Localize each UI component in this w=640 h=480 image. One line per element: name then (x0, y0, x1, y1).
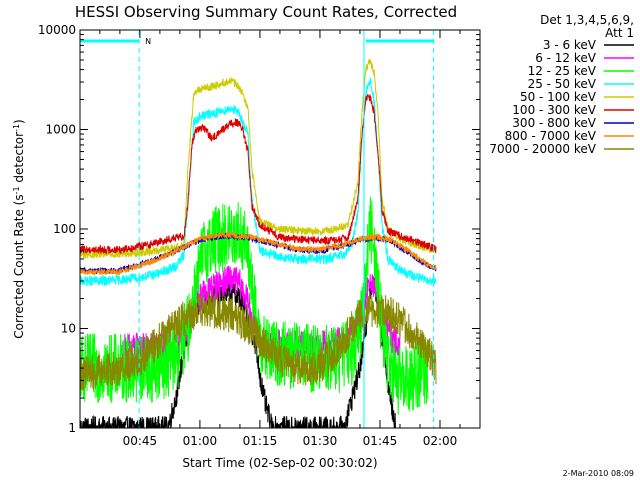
y-axis-label-sup2: -1 (12, 124, 21, 132)
legend-label-3: 25 - 50 keV (528, 77, 597, 91)
axis-layer: 1 10 100 1000 10000 00:45 01:00 01:15 01:30 01:45… (38, 23, 480, 448)
y-tick-label-0: 1 (68, 421, 76, 435)
legend-label-2: 12 - 25 keV (528, 64, 597, 78)
x-tick-label-5: 02:00 (423, 434, 458, 448)
x-tick-label-1: 01:00 (183, 434, 218, 448)
legend-header-attenuator: Att 1 (605, 26, 634, 40)
series-line-2 (80, 196, 429, 415)
y-axis-label-sup1: -1 (12, 186, 21, 194)
series-line-4 (80, 58, 437, 259)
x-axis-label: Start Time (02-Sep-02 00:30:02) (182, 456, 377, 470)
x-tick-label-3: 01:30 (303, 434, 338, 448)
y-tick-label-4: 10000 (38, 23, 76, 37)
chart-title: HESSI Observing Summary Count Rates, Cor… (75, 3, 457, 21)
overlay-layer: N (80, 30, 435, 428)
footer-date: 2-Mar-2010 08:09 (562, 469, 634, 478)
x-tick-label-2: 01:15 (243, 434, 278, 448)
series-line-5 (80, 93, 437, 255)
legend-label-4: 50 - 100 keV (520, 90, 597, 104)
legend-label-0: 3 - 6 keV (543, 38, 597, 52)
y-axis-label-part1: Corrected Count Rate (s (12, 194, 26, 338)
series-line-0 (80, 274, 397, 428)
legend-label-1: 6 - 12 keV (535, 51, 597, 65)
legend-header: Det 1,3,4,5,6,9, Att 1 (474, 14, 634, 40)
y-axis-label: Corrected Count Rate (s-1 detector-1) (12, 119, 27, 338)
legend-label-5: 100 - 300 keV (512, 103, 596, 117)
y-tick-label-1: 10 (61, 322, 76, 336)
y-axis-label-part2: detector (12, 132, 26, 187)
legend-label-8: 7000 - 20000 keV (489, 142, 596, 156)
legend-label-7: 800 - 7000 keV (505, 129, 597, 143)
x-tick-label-4: 01:45 (363, 434, 398, 448)
night-marker-label: N (145, 37, 151, 46)
legend-header-detectors: Det 1,3,4,5,6,9, (540, 13, 634, 27)
y-axis-label-part3: ) (12, 119, 26, 124)
x-tick-label-0: 00:45 (123, 434, 158, 448)
legend-label-6: 300 - 800 keV (512, 116, 596, 130)
y-tick-label-2: 100 (53, 222, 76, 236)
y-tick-label-3: 1000 (45, 123, 76, 137)
